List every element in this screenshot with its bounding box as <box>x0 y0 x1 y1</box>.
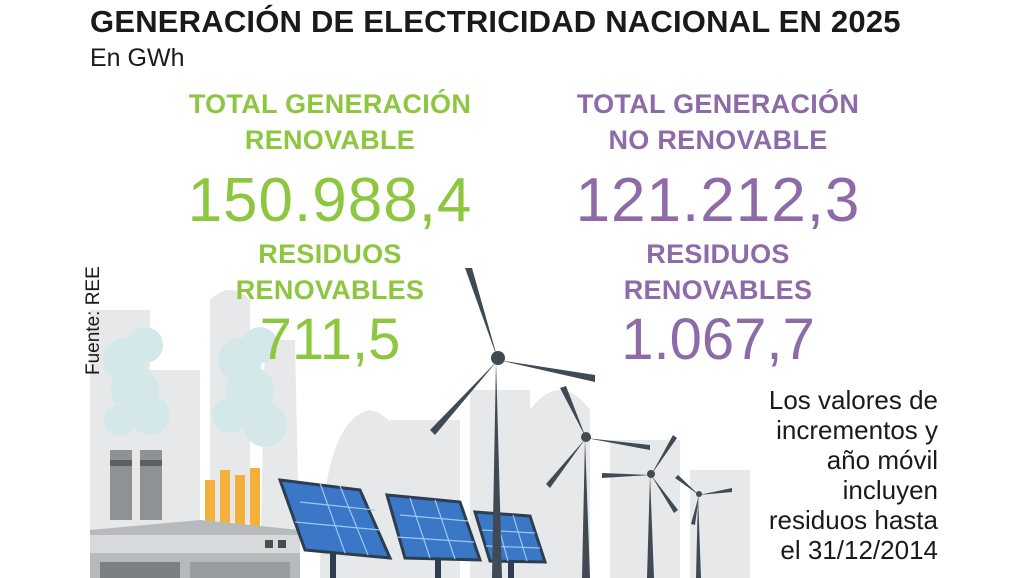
smoke-cloud-icon <box>103 327 287 447</box>
renewable-column: TOTAL GENERACIÓN RENOVABLE 150.988,4 <box>160 86 500 236</box>
non-renewable-residues-value: 1.067,7 <box>621 307 815 372</box>
solar-panel-icon <box>277 478 548 578</box>
non-renewable-residues-label-line2: RENOVABLES <box>623 275 813 305</box>
page-title: GENERACIÓN DE ELECTRICIDAD NACIONAL EN 2… <box>90 4 901 39</box>
note-line: el 31/12/2014 <box>780 535 938 565</box>
renewable-total-label-line2: RENOVABLE <box>244 125 416 155</box>
unit-subtitle: En GWh <box>90 44 185 72</box>
renewable-total-label-line1: TOTAL GENERACIÓN <box>188 89 472 119</box>
note-line: Los valores de <box>768 385 938 415</box>
footnote: Los valores de incrementos y año móvil i… <box>698 385 938 565</box>
non-renewable-total-label-line2: NO RENOVABLE <box>608 125 828 155</box>
non-renewable-column: TOTAL GENERACIÓN NO RENOVABLE 121.212,3 <box>548 86 888 236</box>
renewable-residues-label-line2: RENOVABLES <box>235 275 425 305</box>
renewable-total-value: 150.988,4 <box>187 166 473 235</box>
non-renewable-residues-block: RESIDUOS RENOVABLES 1.067,7 <box>548 236 888 372</box>
non-renewable-total-label-line1: TOTAL GENERACIÓN <box>576 89 860 119</box>
wind-turbine-icon <box>430 268 732 578</box>
non-renewable-residues-label-line1: RESIDUOS <box>646 239 790 269</box>
renewable-residues-block: RESIDUOS RENOVABLES 711,5 <box>160 236 500 372</box>
renewable-residues-value: 711,5 <box>259 307 401 372</box>
renewable-residues-label-line1: RESIDUOS <box>258 239 402 269</box>
note-line: incrementos y <box>776 415 938 445</box>
factory-icon <box>90 450 300 578</box>
note-line: residuos hasta <box>768 505 938 535</box>
note-line: incluyen <box>842 475 938 505</box>
note-line: año móvil <box>826 445 938 475</box>
source-credit: Fuente: REE <box>83 266 104 375</box>
non-renewable-total-value: 121.212,3 <box>575 166 861 235</box>
energy-illustration <box>90 268 750 578</box>
